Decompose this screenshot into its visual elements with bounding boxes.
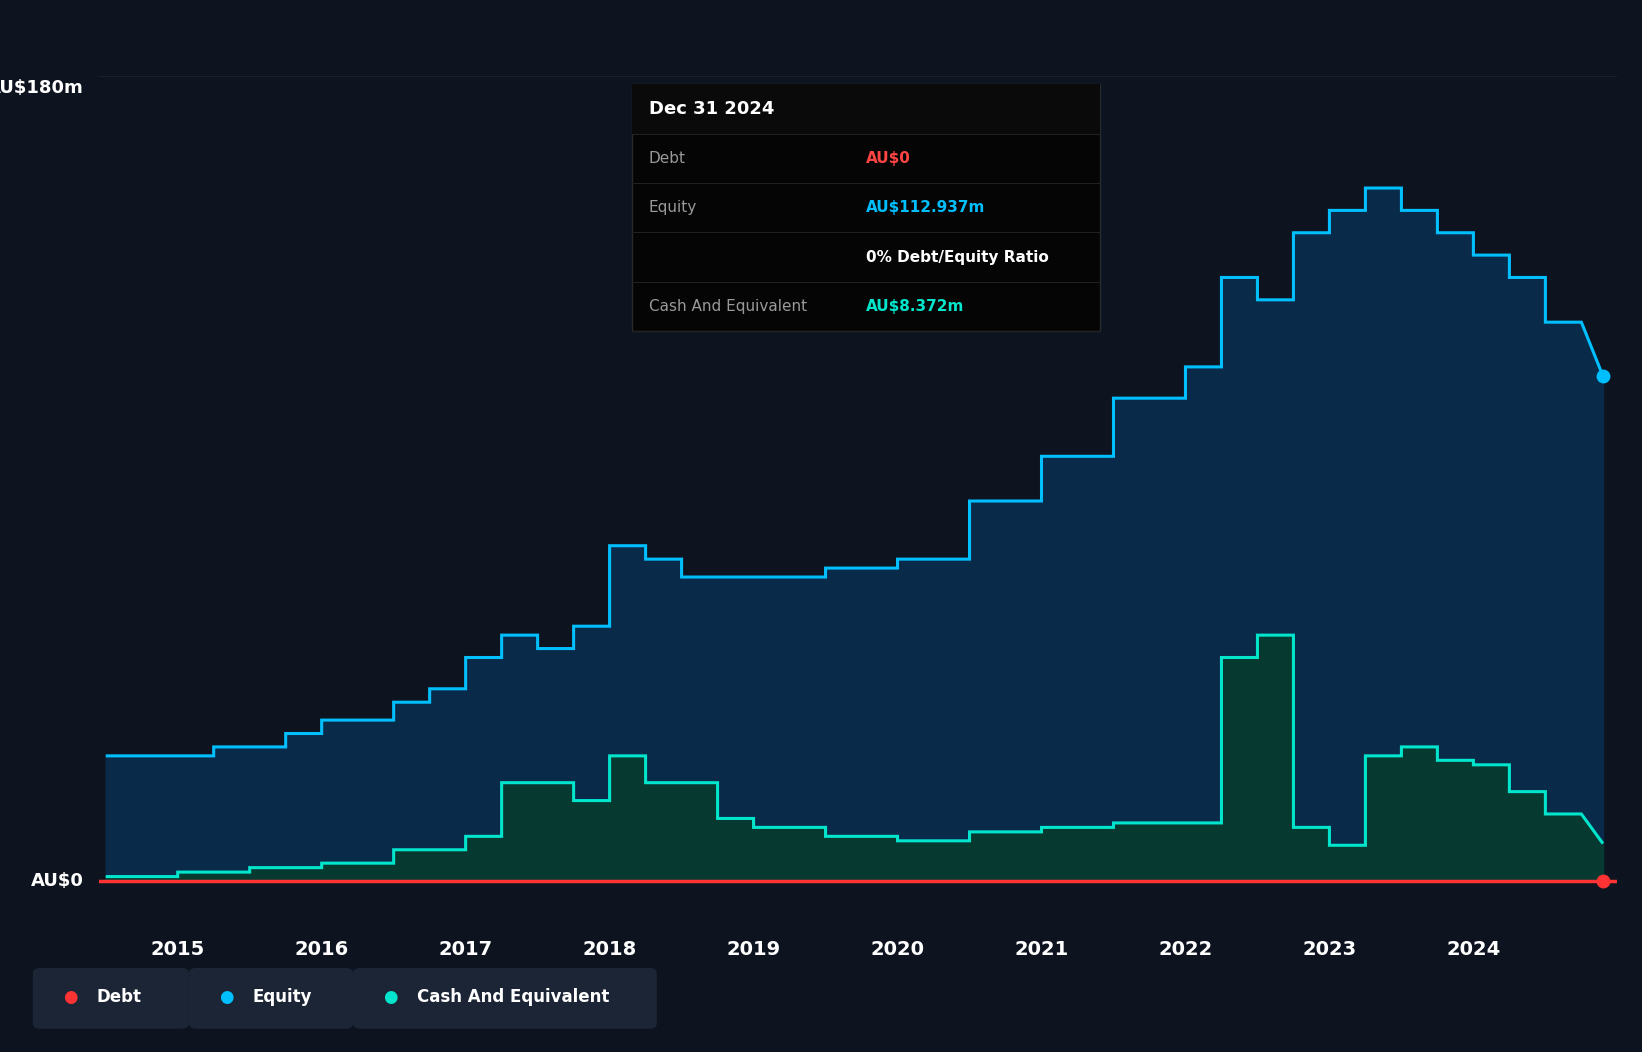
Text: Debt: Debt [97, 988, 141, 1007]
Text: ●: ● [64, 988, 77, 1007]
Text: AU$0: AU$0 [867, 150, 911, 166]
Text: Cash And Equivalent: Cash And Equivalent [417, 988, 609, 1007]
Text: 0% Debt/Equity Ratio: 0% Debt/Equity Ratio [867, 249, 1049, 265]
Text: Debt: Debt [649, 150, 686, 166]
Text: ●: ● [384, 988, 397, 1007]
Text: AU$8.372m: AU$8.372m [867, 299, 964, 315]
Text: Dec 31 2024: Dec 31 2024 [649, 100, 773, 118]
Text: Equity: Equity [649, 200, 696, 216]
Text: Cash And Equivalent: Cash And Equivalent [649, 299, 806, 315]
Text: AU$112.937m: AU$112.937m [867, 200, 985, 216]
Text: AU$180m: AU$180m [0, 79, 84, 97]
Text: Equity: Equity [253, 988, 312, 1007]
Text: ●: ● [220, 988, 233, 1007]
Text: AU$0: AU$0 [31, 872, 84, 890]
